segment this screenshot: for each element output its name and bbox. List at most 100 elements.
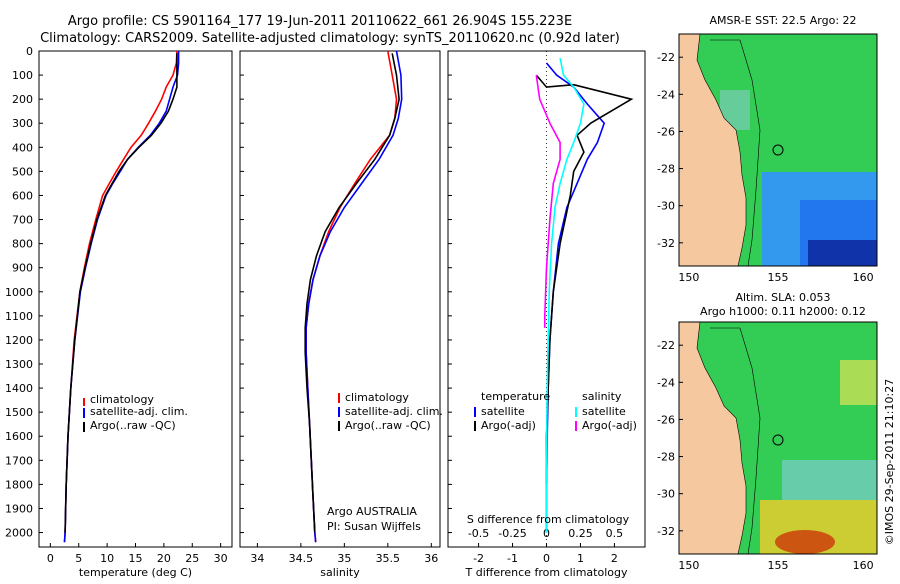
x-tick-label: 2 [611, 552, 618, 565]
s-tick-label: 0.25 [568, 527, 593, 540]
y-tick-label: 1700 [5, 454, 33, 467]
sla-map-peak [775, 530, 835, 554]
lon-tick-label: 155 [768, 271, 789, 284]
y-tick-label: 800 [12, 238, 33, 251]
y-tick-label: 1300 [5, 358, 33, 371]
series-line [305, 50, 403, 543]
sst-map-ticks: 150 155 160 -22 -24 -26 -28 -30 -32 [657, 51, 874, 284]
y-tick-label: 0 [26, 45, 33, 58]
sst-map-isobath [710, 39, 761, 267]
x-axis-label: salinity [320, 566, 360, 579]
y-tick-label: 200 [12, 93, 33, 106]
y-tick-label: 1400 [5, 382, 33, 395]
x-tick-label: 15 [129, 552, 143, 565]
y-tick-label: 2000 [5, 527, 33, 540]
sst-map-title: AMSR-E SST: 22.5 Argo: 22 [709, 14, 856, 27]
salinity-legend: climatology satellite-adj. clim. Argo(..… [327, 391, 443, 533]
lat-tick-label: -32 [657, 237, 675, 250]
legend-label-t-argo: Argo(-adj) [481, 419, 536, 432]
series-line [304, 53, 400, 533]
sla-map: Altim. SLA: 0.053 Argo h1000: 0.11 h2000… [657, 291, 878, 572]
x-tick-label: 30 [214, 552, 228, 565]
x-tick-label: 34.5 [289, 552, 314, 565]
legend-label-climatology: climatology [90, 393, 154, 406]
series-line [64, 53, 178, 533]
legend-label-satellite: satellite-adj. clim. [90, 405, 188, 418]
title-line2: Climatology: CARS2009. Satellite-adjuste… [40, 31, 620, 46]
y-tick-label: 900 [12, 262, 33, 275]
salinity-panel: 34 34.5 35 35.5 36 salinity [239, 50, 441, 579]
legend-label-argo: Argo(..raw -QC) [345, 419, 431, 432]
x-tick-label: 36 [424, 552, 438, 565]
imos-stamp: ©IMOS 29-Sep-2011 21:10:27 [883, 379, 896, 545]
x-tick-label: 35.5 [376, 552, 401, 565]
x-tick-label: -1 [507, 552, 518, 565]
difference-panel: -2 -1 0 1 2 -0.5 -0.25 0 0.25 0.5 T difference fro… [447, 50, 646, 579]
lat-tick-label: -22 [657, 339, 675, 352]
s-difference-label: S difference from climatology [467, 513, 630, 526]
plot-frame [38, 50, 233, 548]
legend-label-climatology: climatology [345, 391, 409, 404]
sla-map-frame [678, 321, 878, 555]
lat-tick-label: -24 [657, 88, 675, 101]
s-tick-label: 0.5 [606, 527, 624, 540]
x-axis-label: T difference from climatology [465, 566, 628, 579]
lon-tick-label: 160 [853, 559, 874, 572]
s-tick-label: 0 [543, 527, 550, 540]
lat-tick-label: -30 [657, 200, 675, 213]
sst-map: AMSR-E SST: 22.5 Argo: 22 150 155 160 -22 -2… [657, 14, 878, 284]
lon-tick-label: 160 [853, 271, 874, 284]
y-tick-label: 600 [12, 189, 33, 202]
sla-map-argo-marker [772, 434, 784, 446]
y-tick-label: 1800 [5, 478, 33, 491]
difference-legend: temperature satellite Argo(-adj) salinit… [467, 390, 637, 526]
legend-title-temperature: temperature [481, 390, 550, 403]
y-tick-label: 400 [12, 141, 33, 154]
sla-map-ticks: 150 155 160 -22 -24 -26 -28 -30 -32 [657, 339, 874, 572]
y-tick-label: 1500 [5, 406, 33, 419]
lat-tick-label: -28 [657, 163, 675, 176]
x-tick-label: 0 [543, 552, 550, 565]
x-axis-label: temperature (deg C) [79, 566, 192, 579]
x-tick-label: 35 [337, 552, 351, 565]
series-line [63, 51, 180, 543]
x-tick-label: 20 [157, 552, 171, 565]
series-line [545, 58, 585, 533]
y-tick-label: 1200 [5, 334, 33, 347]
legend-label-argo: Argo(..raw -QC) [90, 419, 176, 432]
lat-tick-label: -30 [657, 488, 675, 501]
sst-map-land [678, 33, 747, 267]
lon-tick-label: 150 [678, 271, 699, 284]
lat-tick-label: -28 [657, 451, 675, 464]
x-tick-label: 5 [75, 552, 82, 565]
s-tick-label: -0.5 [468, 527, 489, 540]
sst-map-argo-marker [772, 144, 784, 156]
legend-label-satellite: satellite-adj. clim. [345, 405, 443, 418]
legend-title-salinity: salinity [582, 390, 622, 403]
x-tick-label: 25 [185, 552, 199, 565]
y-tick-label: 300 [12, 117, 33, 130]
x-tick-label: -2 [473, 552, 484, 565]
series-line [305, 50, 398, 543]
sla-map-high-region [840, 360, 877, 405]
sla-map-land [678, 321, 747, 555]
y-tick-label: 100 [12, 69, 33, 82]
lat-tick-label: -26 [657, 125, 675, 138]
y-tick-label: 1000 [5, 286, 33, 299]
x-tick-label: 10 [100, 552, 114, 565]
lat-tick-label: -24 [657, 376, 675, 389]
sla-map-low-region [782, 460, 877, 500]
lat-tick-label: -32 [657, 525, 675, 538]
sst-map-coldest [808, 240, 877, 266]
y-tick-label: 1900 [5, 502, 33, 515]
annotation-pi: PI: Susan Wijffels [327, 520, 421, 533]
lat-tick-label: -26 [657, 413, 675, 426]
y-tick-label: 500 [12, 165, 33, 178]
temperature-panel: 0100200300400500600700800900100011001200… [5, 45, 233, 579]
y-tick-label: 1100 [5, 310, 33, 323]
lon-tick-label: 155 [768, 559, 789, 572]
sla-map-isobath [710, 327, 761, 555]
sla-map-title-line2: Argo h1000: 0.11 h2000: 0.12 [700, 305, 866, 318]
x-tick-label: 34 [250, 552, 264, 565]
